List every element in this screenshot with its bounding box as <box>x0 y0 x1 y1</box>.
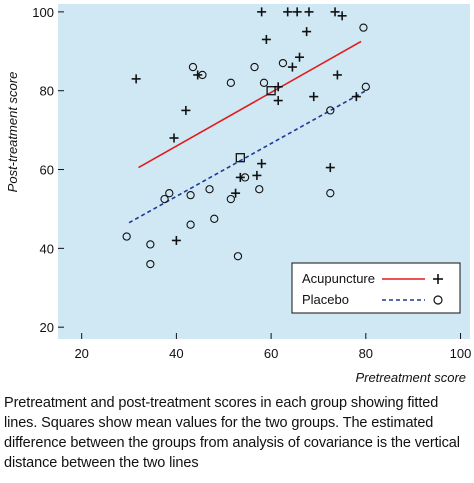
legend-marker-acupuncture <box>433 274 443 284</box>
point-placebo <box>278 58 288 68</box>
point-acupuncture <box>131 74 141 84</box>
point-acupuncture <box>257 159 267 169</box>
point-acupuncture <box>292 7 302 17</box>
point-placebo <box>165 189 174 198</box>
scatter-chart: 20 40 60 80 100 20 40 60 80 100 Pretreatment scor… <box>5 4 471 385</box>
mean-marker-placebo <box>235 153 245 163</box>
mean-marker-acupuncture <box>266 86 276 96</box>
point-placebo <box>240 173 250 182</box>
point-placebo <box>205 185 214 194</box>
point-placebo <box>250 62 259 72</box>
point-acupuncture <box>351 92 361 102</box>
point-placebo <box>359 23 368 32</box>
axis-ticks: 20 40 60 80 100 20 40 60 80 100 <box>32 5 471 361</box>
legend-label-acupuncture: Acupuncture <box>302 271 375 286</box>
legend-box <box>291 262 461 314</box>
x-tick-label: 100 <box>450 346 472 361</box>
point-placebo <box>259 78 269 87</box>
y-tick-label: 20 <box>40 320 54 335</box>
point-acupuncture <box>283 7 293 17</box>
y-tick-label: 80 <box>40 84 54 99</box>
legend-label-placebo: Placebo <box>302 292 349 307</box>
point-acupuncture <box>304 7 314 17</box>
point-placebo <box>326 106 335 115</box>
mean-markers <box>235 86 276 163</box>
point-acupuncture <box>325 163 335 173</box>
point-placebo <box>255 185 264 194</box>
point-placebo <box>122 232 131 241</box>
point-acupuncture <box>181 105 191 115</box>
point-placebo <box>210 214 219 223</box>
point-acupuncture <box>193 70 203 80</box>
point-acupuncture <box>169 133 179 143</box>
point-placebo <box>198 70 207 80</box>
point-acupuncture <box>252 170 262 180</box>
point-acupuncture <box>171 235 181 245</box>
point-placebo <box>186 220 195 229</box>
point-acupuncture <box>337 11 347 21</box>
point-acupuncture <box>257 7 267 17</box>
point-placebo <box>233 252 243 261</box>
point-placebo <box>160 194 169 204</box>
legend-marker-placebo <box>433 295 443 305</box>
point-placebo <box>188 62 198 72</box>
data-points <box>122 7 370 269</box>
point-acupuncture <box>261 34 271 44</box>
legend: Acupuncture Placebo <box>291 262 461 314</box>
point-acupuncture <box>235 172 245 182</box>
x-tick-label: 40 <box>169 346 183 361</box>
y-tick-label: 100 <box>32 5 54 20</box>
point-acupuncture <box>295 52 305 62</box>
point-placebo <box>226 194 236 204</box>
y-axis-title: Post-treatment score <box>5 72 20 193</box>
x-tick-label: 20 <box>74 346 88 361</box>
x-tick-label: 80 <box>359 346 373 361</box>
point-placebo <box>146 240 155 249</box>
point-acupuncture <box>302 27 312 37</box>
point-acupuncture <box>330 7 340 17</box>
x-tick-label: 60 <box>264 346 278 361</box>
point-acupuncture <box>332 70 342 80</box>
point-acupuncture <box>309 92 319 102</box>
figure-caption: Pretreatment and post-treatment scores i… <box>4 395 460 471</box>
point-placebo <box>326 189 335 198</box>
fit-line-placebo <box>128 90 367 224</box>
x-axis-title: Pretreatment score <box>355 370 466 385</box>
point-acupuncture <box>287 62 297 72</box>
point-placebo <box>226 78 236 87</box>
fit-lines <box>128 40 367 224</box>
fit-line-acupuncture <box>138 40 362 169</box>
point-placebo <box>361 82 370 91</box>
point-acupuncture <box>273 96 283 106</box>
point-placebo <box>146 259 155 269</box>
y-tick-label: 60 <box>40 163 54 178</box>
point-acupuncture <box>231 188 241 198</box>
point-placebo <box>186 190 195 200</box>
y-tick-label: 40 <box>40 241 54 256</box>
